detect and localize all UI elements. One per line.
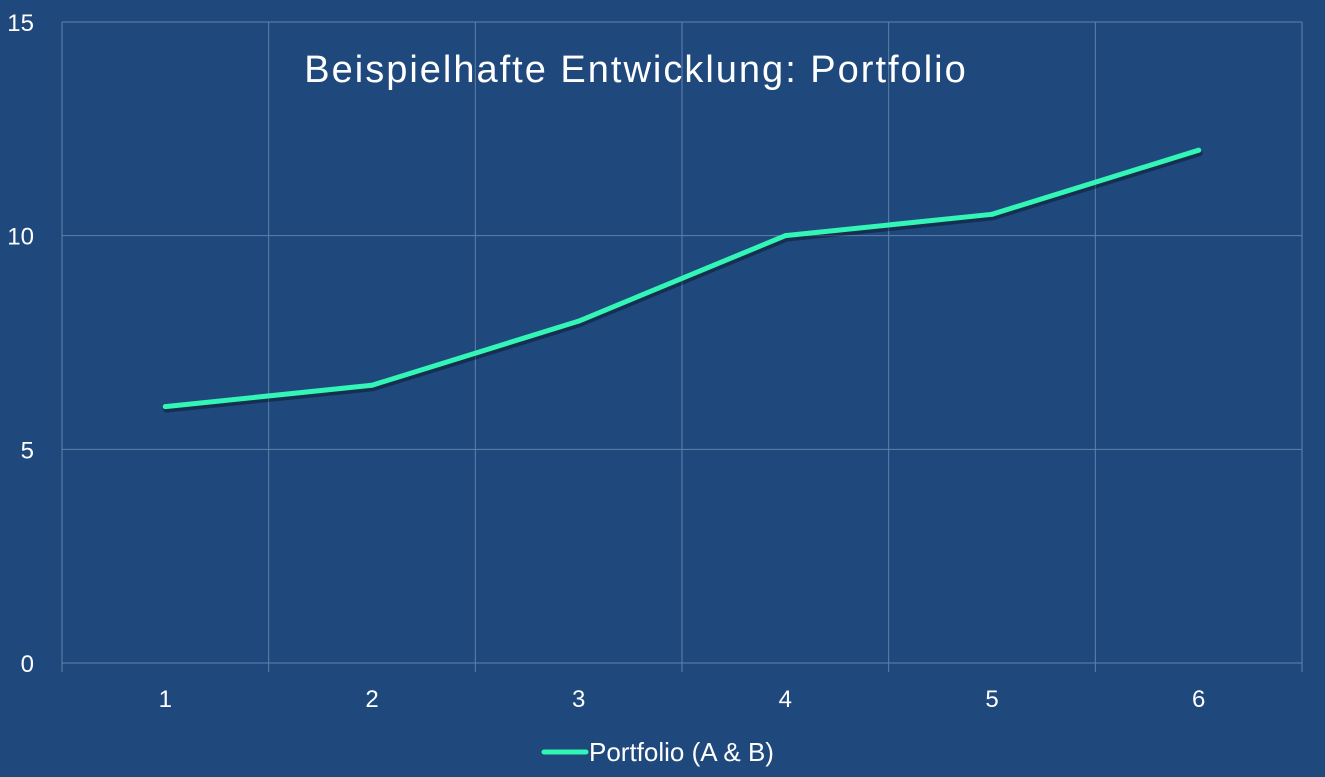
x-tick-label-2: 2 bbox=[365, 686, 378, 713]
y-tick-label-5: 5 bbox=[21, 437, 34, 464]
x-tick-label-4: 4 bbox=[779, 686, 792, 713]
data-point-3 bbox=[576, 318, 582, 324]
y-axis-tick-labels: 0 5 10 15 bbox=[7, 10, 34, 678]
data-point-4 bbox=[782, 233, 788, 239]
data-point-6 bbox=[1196, 147, 1202, 153]
x-tick-label-5: 5 bbox=[985, 686, 998, 713]
data-point-1 bbox=[162, 404, 168, 410]
legend: Portfolio (A & B) bbox=[541, 737, 774, 767]
x-tick-label-3: 3 bbox=[572, 686, 585, 713]
data-point-2 bbox=[369, 382, 375, 388]
grid-lines bbox=[61, 21, 1303, 672]
series-line-0 bbox=[162, 147, 1202, 410]
y-tick-label-0: 0 bbox=[21, 651, 34, 678]
legend-label: Portfolio (A & B) bbox=[589, 737, 774, 767]
y-tick-label-10: 10 bbox=[7, 224, 34, 251]
x-tick-label-1: 1 bbox=[159, 686, 172, 713]
x-tick-label-6: 6 bbox=[1192, 686, 1205, 713]
series-group bbox=[162, 147, 1203, 413]
data-point-5 bbox=[989, 211, 995, 217]
y-tick-label-15: 15 bbox=[7, 10, 34, 37]
x-axis-tick-labels: 1 2 3 4 5 6 bbox=[159, 686, 1206, 713]
series-line-shadow-0 bbox=[163, 150, 1203, 413]
chart-title: Beispielhafte Entwicklung: Portfolio bbox=[304, 49, 967, 91]
